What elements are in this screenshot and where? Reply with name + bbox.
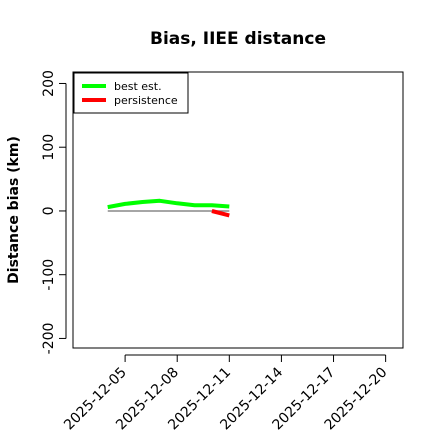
legend-label: persistence — [114, 94, 178, 107]
series-line-1 — [211, 209, 230, 218]
y-tick-label: 100 — [41, 134, 57, 161]
legend: best est.persistence — [73, 72, 189, 114]
plot-frame — [72, 71, 404, 349]
chart-title: Bias, IIEE distance — [150, 29, 326, 49]
legend-box — [73, 72, 189, 114]
y-axis-label: Distance bias (km) — [6, 136, 22, 284]
y-tick-label: -200 — [41, 323, 57, 355]
x-axis: 2025-12-052025-12-082025-12-112025-12-14… — [61, 354, 390, 433]
series-layer — [107, 198, 230, 218]
y-tick-label: -100 — [41, 259, 57, 291]
y-tick-label: 200 — [41, 70, 57, 97]
y-tick-label: 0 — [41, 206, 57, 215]
legend-label: best est. — [114, 80, 162, 93]
y-axis: -200 -100 0 100 200 — [41, 70, 67, 355]
plot-border — [72, 71, 404, 349]
series-line-0 — [107, 198, 230, 210]
